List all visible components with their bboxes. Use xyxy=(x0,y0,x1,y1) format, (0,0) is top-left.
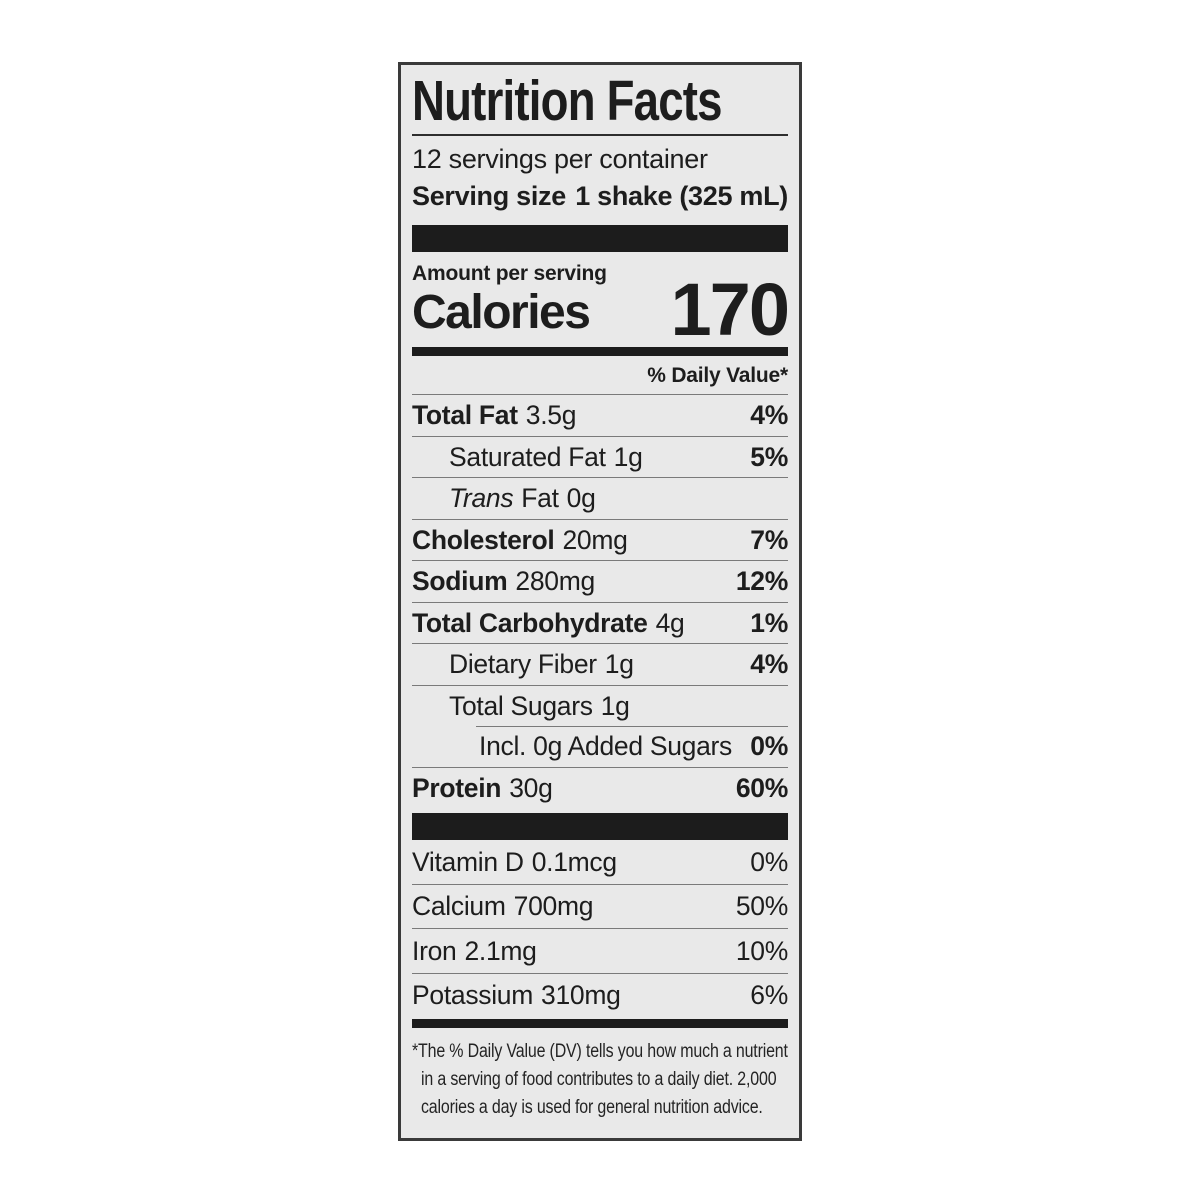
nutrient-rows: Total Fat 3.5g 4% Saturated Fat 1g 5% Tran… xyxy=(412,394,788,808)
daily-value-footnote: *The % Daily Value (DV) tells you how mu… xyxy=(412,1038,788,1122)
footnote-line: in a serving of food contributes to a da… xyxy=(421,1069,777,1091)
nutrition-facts-label: Nutrition Facts 12 servings per containe… xyxy=(398,62,802,1141)
nutrient-row-saturated-fat: Saturated Fat 1g 5% xyxy=(412,435,788,478)
vitamin-dv: 6% xyxy=(750,980,788,1011)
nutrient-row-added-sugars: Incl. 0g Added Sugars 0% xyxy=(412,726,788,767)
separator-bar-thick-vitamins xyxy=(412,813,788,841)
nutrient-dv: 7% xyxy=(750,524,788,555)
amount-per-serving-label: Amount per serving xyxy=(412,262,607,286)
calories-label: Calories xyxy=(412,285,591,339)
nutrient-name-amount: Trans Fat 0g xyxy=(449,483,596,514)
nutrient-row-cholesterol: Cholesterol 20mg 7% xyxy=(412,518,788,561)
nutrient-name-amount: Dietary Fiber 1g xyxy=(449,649,634,680)
footnote-line: calories a day is used for general nutri… xyxy=(421,1097,763,1119)
nutrient-name-amount: Sodium 280mg xyxy=(412,566,595,597)
daily-value-header: % Daily Value* xyxy=(647,364,788,388)
serving-size-row: Serving size 1 shake (325 mL) xyxy=(412,181,788,212)
nutrient-name-amount: Cholesterol 20mg xyxy=(412,524,628,555)
nutrient-row-total-carbohydrate: Total Carbohydrate 4g 1% xyxy=(412,601,788,644)
vitamin-name-amount: Vitamin D 0.1mcg xyxy=(412,846,617,877)
nutrient-name-amount: Total Carbohydrate 4g xyxy=(412,607,685,638)
label-title: Nutrition Facts xyxy=(412,69,788,133)
nutrient-name-amount: Incl. 0g Added Sugars xyxy=(479,731,732,762)
calories-value: 170 xyxy=(670,268,790,352)
vitamin-rows: Vitamin D 0.1mcg 0% Calcium 700mg 50% Iron… xyxy=(412,840,788,1017)
vitamin-dv: 0% xyxy=(750,846,788,877)
nutrient-row-protein: Protein 30g 60% xyxy=(412,766,788,809)
nutrient-name-amount: Protein 30g xyxy=(412,772,553,803)
vitamin-row-potassium: Potassium 310mg 6% xyxy=(412,972,788,1018)
nutrient-dv: 5% xyxy=(750,441,788,472)
vitamin-row-vitamin-d: Vitamin D 0.1mcg 0% xyxy=(412,840,788,884)
vitamin-name-amount: Iron 2.1mg xyxy=(412,935,537,966)
nutrient-name-amount: Total Sugars 1g xyxy=(449,690,630,721)
vitamin-name-amount: Potassium 310mg xyxy=(412,980,621,1011)
nutrient-row-trans-fat: Trans Fat 0g xyxy=(412,477,788,519)
nutrient-dv: 4% xyxy=(750,400,788,431)
footnote-line: *The % Daily Value (DV) tells you how mu… xyxy=(412,1041,788,1063)
nutrient-row-sodium: Sodium 280mg 12% xyxy=(412,560,788,602)
nutrient-row-total-sugars: Total Sugars 1g xyxy=(412,684,788,727)
nutrient-name-amount: Total Fat 3.5g xyxy=(412,400,577,431)
serving-size-label: Serving size xyxy=(412,181,566,212)
nutrient-dv: 12% xyxy=(735,566,788,597)
nutrient-dv: 60% xyxy=(735,772,788,803)
vitamin-row-iron: Iron 2.1mg 10% xyxy=(412,928,788,973)
label-title-text: Nutrition Facts xyxy=(412,69,723,133)
title-rule xyxy=(412,134,788,137)
nutrient-row-total-fat: Total Fat 3.5g 4% xyxy=(412,394,788,436)
nutrient-dv: 4% xyxy=(750,649,788,680)
servings-per-container: 12 servings per container xyxy=(412,144,708,175)
vitamin-dv: 10% xyxy=(735,935,788,966)
serving-size-value: 1 shake (325 mL) xyxy=(575,181,788,212)
vitamin-name-amount: Calcium 700mg xyxy=(412,891,594,922)
calories-row: Calories 170 xyxy=(412,268,790,352)
separator-bar-medium-footnote xyxy=(412,1019,788,1029)
nutrient-dv: 0% xyxy=(750,731,788,762)
nutrient-row-dietary-fiber: Dietary Fiber 1g 4% xyxy=(412,643,788,685)
vitamin-dv: 50% xyxy=(735,891,788,922)
nutrient-name-amount: Saturated Fat 1g xyxy=(449,441,643,472)
vitamin-row-calcium: Calcium 700mg 50% xyxy=(412,883,788,929)
separator-bar-medium-calories xyxy=(412,347,788,357)
nutrient-dv: 1% xyxy=(750,607,788,638)
separator-bar-thick-top xyxy=(412,225,788,253)
